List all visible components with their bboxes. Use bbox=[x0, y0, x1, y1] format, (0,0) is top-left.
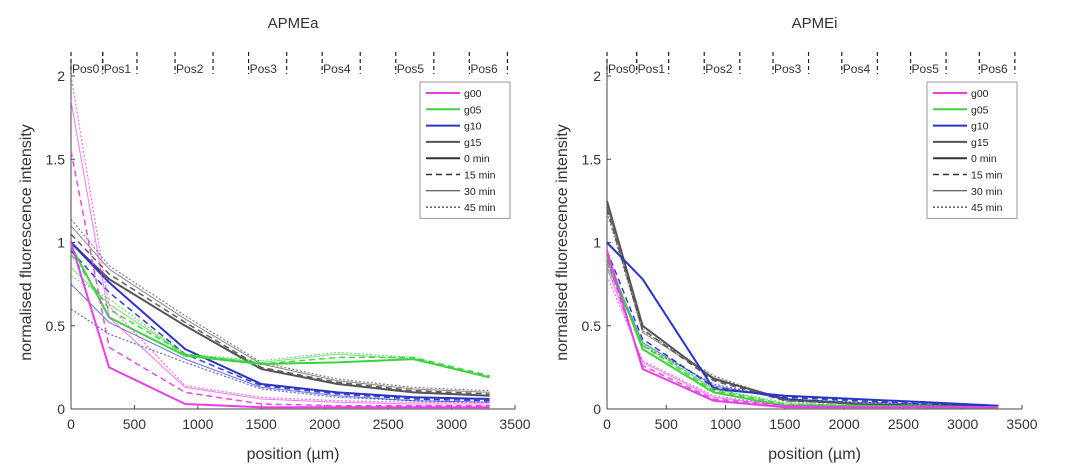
y-tick-label: 0.5 bbox=[582, 318, 602, 334]
legend-entry-label: 30 min bbox=[464, 186, 496, 198]
legend-entry-label: g05 bbox=[464, 104, 482, 116]
position-label: Pos6 bbox=[470, 62, 498, 76]
position-label: Pos4 bbox=[323, 62, 351, 76]
series-line-g05-0-min bbox=[70, 245, 490, 379]
series-line-g00-15-min bbox=[70, 150, 490, 407]
series-line-g10-30-min bbox=[70, 283, 490, 403]
y-tick-label: 0.5 bbox=[46, 318, 66, 334]
chart-title: APMEa bbox=[268, 15, 320, 32]
legend-entry-label: 45 min bbox=[464, 202, 496, 214]
x-axis-label: position (µm) bbox=[247, 446, 340, 463]
legend-entry-label: 0 min bbox=[464, 153, 490, 165]
series-line-g05-30-min bbox=[70, 267, 490, 378]
position-label: Pos2 bbox=[705, 62, 733, 76]
position-label: Pos2 bbox=[176, 62, 204, 76]
y-axis-label: normalised fluorescence intensity bbox=[18, 124, 35, 361]
position-label: Pos4 bbox=[843, 62, 871, 76]
y-tick-label: 1 bbox=[57, 235, 65, 251]
chart-title: APMEi bbox=[792, 15, 838, 32]
y-tick-label: 1.5 bbox=[46, 151, 66, 167]
series-line-g15-30-min bbox=[70, 225, 490, 393]
position-label: Pos5 bbox=[397, 62, 425, 76]
legend-entry-label: g15 bbox=[971, 137, 989, 149]
x-tick-label: 1500 bbox=[769, 416, 800, 432]
series-line-g15-0-min bbox=[70, 241, 490, 397]
x-tick-label: 1000 bbox=[182, 416, 213, 432]
legend-entry-label: 15 min bbox=[464, 170, 496, 182]
series-line-g00-0-min bbox=[606, 250, 999, 409]
legend-entry-label: 30 min bbox=[971, 186, 1003, 198]
x-tick-label: 2500 bbox=[888, 416, 919, 432]
series-line-g00-15-min bbox=[606, 258, 999, 409]
series-line-g15-45-min bbox=[606, 212, 999, 407]
series-line-g05-45-min bbox=[70, 275, 490, 378]
series-line-g10-45-min bbox=[70, 308, 490, 403]
x-tick-label: 0 bbox=[67, 416, 75, 432]
position-label: Pos0 bbox=[72, 62, 100, 76]
position-label: Pos5 bbox=[912, 62, 940, 76]
position-label: Pos3 bbox=[250, 62, 278, 76]
legend-entry-label: g00 bbox=[971, 88, 989, 100]
x-tick-label: 3000 bbox=[947, 416, 978, 432]
series-line-g15-30-min bbox=[606, 205, 999, 407]
series-line-g05-0-min bbox=[606, 255, 999, 409]
series-line-g00-45-min bbox=[70, 75, 490, 403]
legend-entry-label: g15 bbox=[464, 137, 482, 149]
x-tick-label: 0 bbox=[603, 416, 611, 432]
series-line-g10-15-min bbox=[606, 250, 999, 407]
position-label: Pos1 bbox=[638, 62, 666, 76]
x-tick-label: 1000 bbox=[710, 416, 741, 432]
legend-entry-label: 15 min bbox=[971, 170, 1003, 182]
y-tick-label: 2 bbox=[593, 68, 601, 84]
series-line-g10-45-min bbox=[606, 262, 999, 407]
legend-entry-label: 0 min bbox=[971, 153, 997, 165]
position-label: Pos6 bbox=[980, 62, 1008, 76]
y-tick-label: 0 bbox=[593, 401, 601, 417]
legend-entry-label: g05 bbox=[971, 104, 989, 116]
chart-panel-apmea: APMEa 0 500 1000 1500 2000 2500 3000 3500 0 0.5 1 1.… bbox=[18, 15, 531, 463]
legend-entry-label: g10 bbox=[971, 121, 989, 133]
series-line-g00-0-min bbox=[70, 242, 490, 409]
series-line-g15-15-min bbox=[70, 233, 490, 395]
x-axis-label: position (µm) bbox=[768, 446, 861, 463]
x-tick-label: 3500 bbox=[499, 416, 530, 432]
series-line-g10-0-min bbox=[606, 241, 999, 407]
x-tick-label: 2500 bbox=[373, 416, 404, 432]
y-tick-label: 1.5 bbox=[582, 151, 602, 167]
series-line-g05-30-min bbox=[606, 265, 999, 408]
series-line-g00-45-min bbox=[606, 275, 999, 408]
series-line-g05-15-min bbox=[70, 253, 490, 377]
x-tick-label: 500 bbox=[655, 416, 679, 432]
series-line-g05-15-min bbox=[606, 262, 999, 409]
series-line-g00-30-min bbox=[70, 100, 490, 405]
x-tick-label: 3500 bbox=[1006, 416, 1037, 432]
series-line-g05-45-min bbox=[606, 268, 999, 408]
legend-entry-label: g10 bbox=[464, 121, 482, 133]
position-label: Pos0 bbox=[608, 62, 636, 76]
x-tick-label: 1500 bbox=[246, 416, 277, 432]
x-tick-label: 2000 bbox=[829, 416, 860, 432]
legend-box bbox=[926, 81, 1018, 219]
series-line-g10-0-min bbox=[70, 241, 490, 400]
y-tick-label: 2 bbox=[57, 68, 65, 84]
x-tick-label: 3000 bbox=[436, 416, 467, 432]
x-tick-label: 500 bbox=[123, 416, 147, 432]
chart-panel-apmei: APMEi 0 500 1000 1500 2000 2500 3000 3500 0 0.5 1 1.… bbox=[554, 15, 1038, 463]
x-tick-label: 2000 bbox=[309, 416, 340, 432]
y-tick-label: 0 bbox=[57, 401, 65, 417]
series-line-g10-30-min bbox=[606, 258, 999, 407]
series-line-g00-30-min bbox=[606, 267, 999, 408]
y-axis-label: normalised fluorescence intensity bbox=[554, 124, 571, 361]
position-label: Pos3 bbox=[774, 62, 802, 76]
series-line-g15-15-min bbox=[606, 208, 999, 407]
legend-entry-label: 45 min bbox=[971, 202, 1003, 214]
legend-entry-label: g00 bbox=[464, 88, 482, 100]
position-label: Pos1 bbox=[104, 62, 132, 76]
y-tick-label: 1 bbox=[593, 235, 601, 251]
legend-box bbox=[419, 81, 511, 219]
series-line-g15-0-min bbox=[606, 200, 999, 407]
